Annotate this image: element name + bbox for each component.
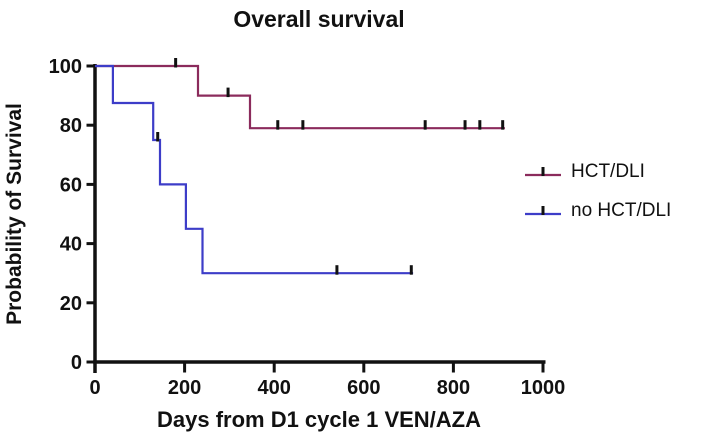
legend-label-no-hct-dli: no HCT/DLI <box>571 200 672 221</box>
censor-line-marker-no-hct-dli <box>525 206 561 216</box>
legend-label-hct-dli: HCT/DLI <box>571 161 645 182</box>
x-axis-label: Days from D1 cycle 1 VEN/AZA <box>156 407 482 432</box>
x-tick-label: 0 <box>89 377 100 399</box>
legend-item-hct-dli: HCT/DLI <box>524 161 671 183</box>
x-tick-label: 400 <box>258 377 291 399</box>
censor-marks <box>156 58 505 275</box>
censor-line-marker-hct-dli <box>525 167 561 177</box>
legend: HCT/DLI no HCT/DLI <box>524 161 671 222</box>
x-tick-label: 800 <box>437 377 470 399</box>
axes <box>86 64 546 373</box>
legend-item-no-hct-dli: no HCT/DLI <box>524 200 671 222</box>
x-tick-label: 200 <box>168 377 201 399</box>
y-tick-label: 100 <box>49 56 82 78</box>
series-line <box>95 64 414 275</box>
y-tick-label: 80 <box>60 115 82 137</box>
x-tick-label: 1000 <box>521 377 566 399</box>
y-tick-label: 20 <box>60 293 82 315</box>
series-line <box>95 64 505 130</box>
y-tick-label: 40 <box>60 234 82 256</box>
y-tick-label: 0 <box>71 352 82 374</box>
series-lines <box>95 64 505 275</box>
chart-title: Overall survival <box>233 6 405 32</box>
y-tick-label: 60 <box>60 174 82 196</box>
x-tick-label: 600 <box>347 377 380 399</box>
